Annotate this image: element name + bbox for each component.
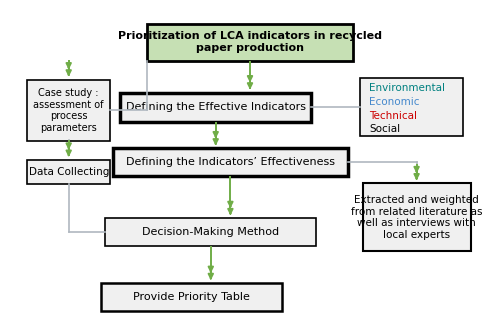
Text: Case study :
assessment of
process
parameters: Case study : assessment of process param…	[34, 88, 104, 133]
Text: Environmental: Environmental	[369, 83, 445, 93]
Text: Extracted and weighted
from related literature as
well as interviews with
local : Extracted and weighted from related lite…	[351, 195, 482, 240]
FancyBboxPatch shape	[106, 218, 316, 246]
FancyBboxPatch shape	[27, 79, 110, 141]
Text: Defining the Effective Indicators: Defining the Effective Indicators	[126, 102, 306, 112]
FancyBboxPatch shape	[360, 78, 463, 136]
Text: Defining the Indicators’ Effectiveness: Defining the Indicators’ Effectiveness	[126, 157, 335, 167]
Text: Prioritization of LCA indicators in recycled
paper production: Prioritization of LCA indicators in recy…	[118, 31, 382, 53]
FancyBboxPatch shape	[100, 283, 282, 311]
FancyBboxPatch shape	[27, 160, 110, 184]
FancyBboxPatch shape	[120, 92, 311, 122]
Text: Technical: Technical	[369, 111, 417, 120]
Text: Economic: Economic	[369, 97, 420, 107]
FancyBboxPatch shape	[113, 149, 348, 176]
Text: Data Collecting: Data Collecting	[28, 167, 109, 177]
FancyBboxPatch shape	[362, 183, 470, 252]
Text: Social: Social	[369, 124, 400, 134]
Text: Decision-Making Method: Decision-Making Method	[142, 227, 280, 237]
Text: Provide Priority Table: Provide Priority Table	[133, 292, 250, 302]
FancyBboxPatch shape	[147, 24, 353, 61]
